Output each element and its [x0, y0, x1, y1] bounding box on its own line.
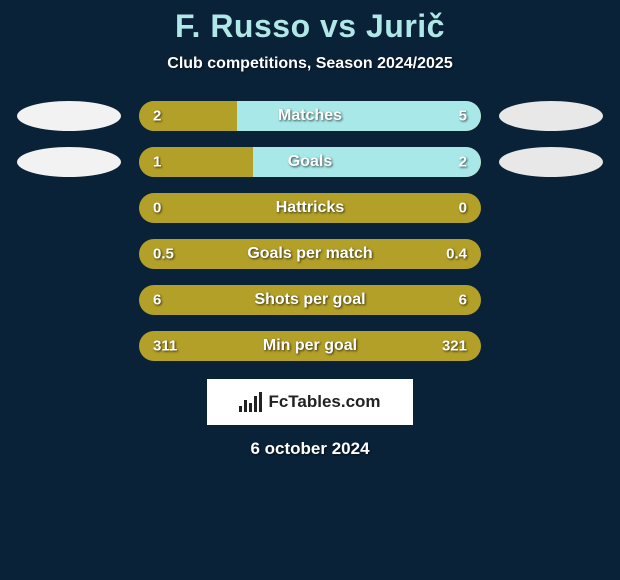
bar-chart-icon: [239, 392, 262, 412]
player1-badge: [17, 147, 121, 177]
stat-label: Shots per goal: [139, 291, 481, 309]
player2-fill: [253, 147, 481, 177]
player2-badge: [499, 101, 603, 131]
stat-row: 0Hattricks0: [0, 193, 620, 223]
spacer: [499, 331, 603, 361]
stat-bar: 0.5Goals per match0.4: [139, 239, 481, 269]
spacer: [17, 285, 121, 315]
brand-badge: FcTables.com: [207, 379, 413, 425]
player2-value: 6: [459, 292, 467, 309]
stat-label: Goals per match: [139, 245, 481, 263]
stat-bar: 0Hattricks0: [139, 193, 481, 223]
player2-fill: [237, 101, 481, 131]
spacer: [17, 193, 121, 223]
brand-text: FcTables.com: [268, 392, 380, 412]
player1-value: 311: [153, 338, 177, 355]
player1-badge: [17, 101, 121, 131]
spacer: [499, 239, 603, 269]
stat-bar: 6Shots per goal6: [139, 285, 481, 315]
date-label: 6 october 2024: [0, 439, 620, 459]
player1-fill: [139, 147, 253, 177]
player1-value: 0.5: [153, 246, 174, 263]
stat-bar: 2Matches5: [139, 101, 481, 131]
player2-value: 0.4: [446, 246, 467, 263]
stat-bar: 1Goals2: [139, 147, 481, 177]
player1-value: 6: [153, 292, 161, 309]
player2-value: 0: [459, 200, 467, 217]
stat-row: 1Goals2: [0, 147, 620, 177]
player2-value: 321: [442, 338, 467, 355]
stat-label: Hattricks: [139, 199, 481, 217]
subtitle: Club competitions, Season 2024/2025: [0, 55, 620, 73]
stat-bar: 311Min per goal321: [139, 331, 481, 361]
player1-fill: [139, 101, 237, 131]
player1-value: 0: [153, 200, 161, 217]
stat-label: Min per goal: [139, 337, 481, 355]
stats-list: 2Matches5 1Goals2 0Hattricks0 0.5Goals per …: [0, 101, 620, 361]
comparison-card: F. Russo vs Jurič Club competitions, Sea…: [0, 0, 620, 459]
page-title: F. Russo vs Jurič: [0, 8, 620, 45]
player2-badge: [499, 147, 603, 177]
spacer: [499, 193, 603, 223]
spacer: [17, 331, 121, 361]
spacer: [17, 239, 121, 269]
stat-row: 2Matches5: [0, 101, 620, 131]
stat-row: 6Shots per goal6: [0, 285, 620, 315]
spacer: [499, 285, 603, 315]
stat-row: 311Min per goal321: [0, 331, 620, 361]
stat-row: 0.5Goals per match0.4: [0, 239, 620, 269]
